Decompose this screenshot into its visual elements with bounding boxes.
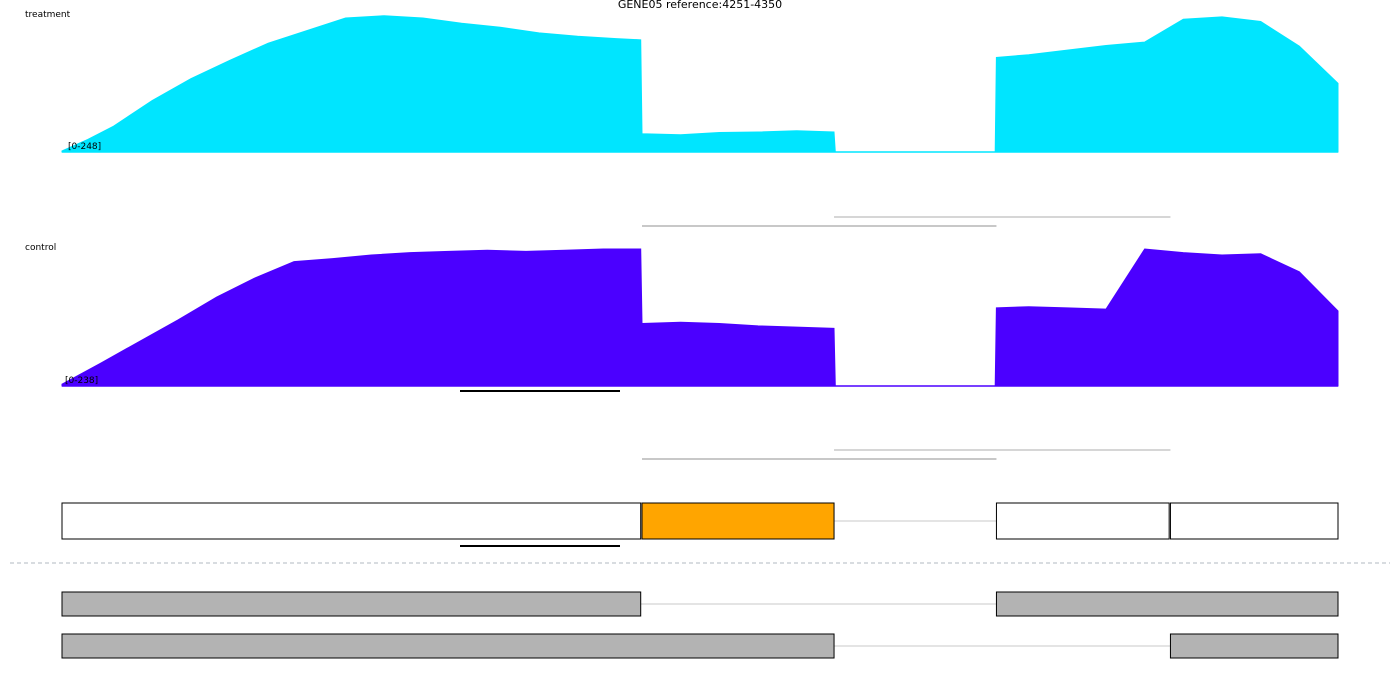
control-track: control [0-238] — [25, 243, 1339, 387]
gene-exon — [995, 502, 1170, 540]
control-range-label: [0-238] — [65, 376, 98, 386]
treatment-track: treatment [0-248] — [25, 10, 1339, 153]
junction-lines-2 — [642, 449, 1171, 460]
isoform-exon — [61, 591, 642, 617]
isoform-exon — [995, 591, 1339, 617]
treatment-coverage-area — [61, 15, 1339, 153]
gene-model — [61, 502, 1339, 540]
treatment-area-path — [61, 15, 1339, 153]
isoform-exon — [61, 633, 835, 659]
isoform-models — [61, 591, 1339, 659]
isoform-exon — [1169, 633, 1339, 659]
junction-lines-1 — [642, 216, 1171, 227]
control-area-path — [61, 248, 1339, 387]
treatment-range-label: [0-248] — [68, 142, 101, 152]
figure-title: GENE05 reference:4251-4350 — [618, 0, 782, 11]
control-track-label: control — [25, 243, 56, 253]
gene-exon — [61, 502, 642, 540]
control-coverage-area — [61, 248, 1339, 387]
gene-exon — [1169, 502, 1339, 540]
highlight-exon — [641, 502, 835, 540]
treatment-track-label: treatment — [25, 10, 71, 20]
